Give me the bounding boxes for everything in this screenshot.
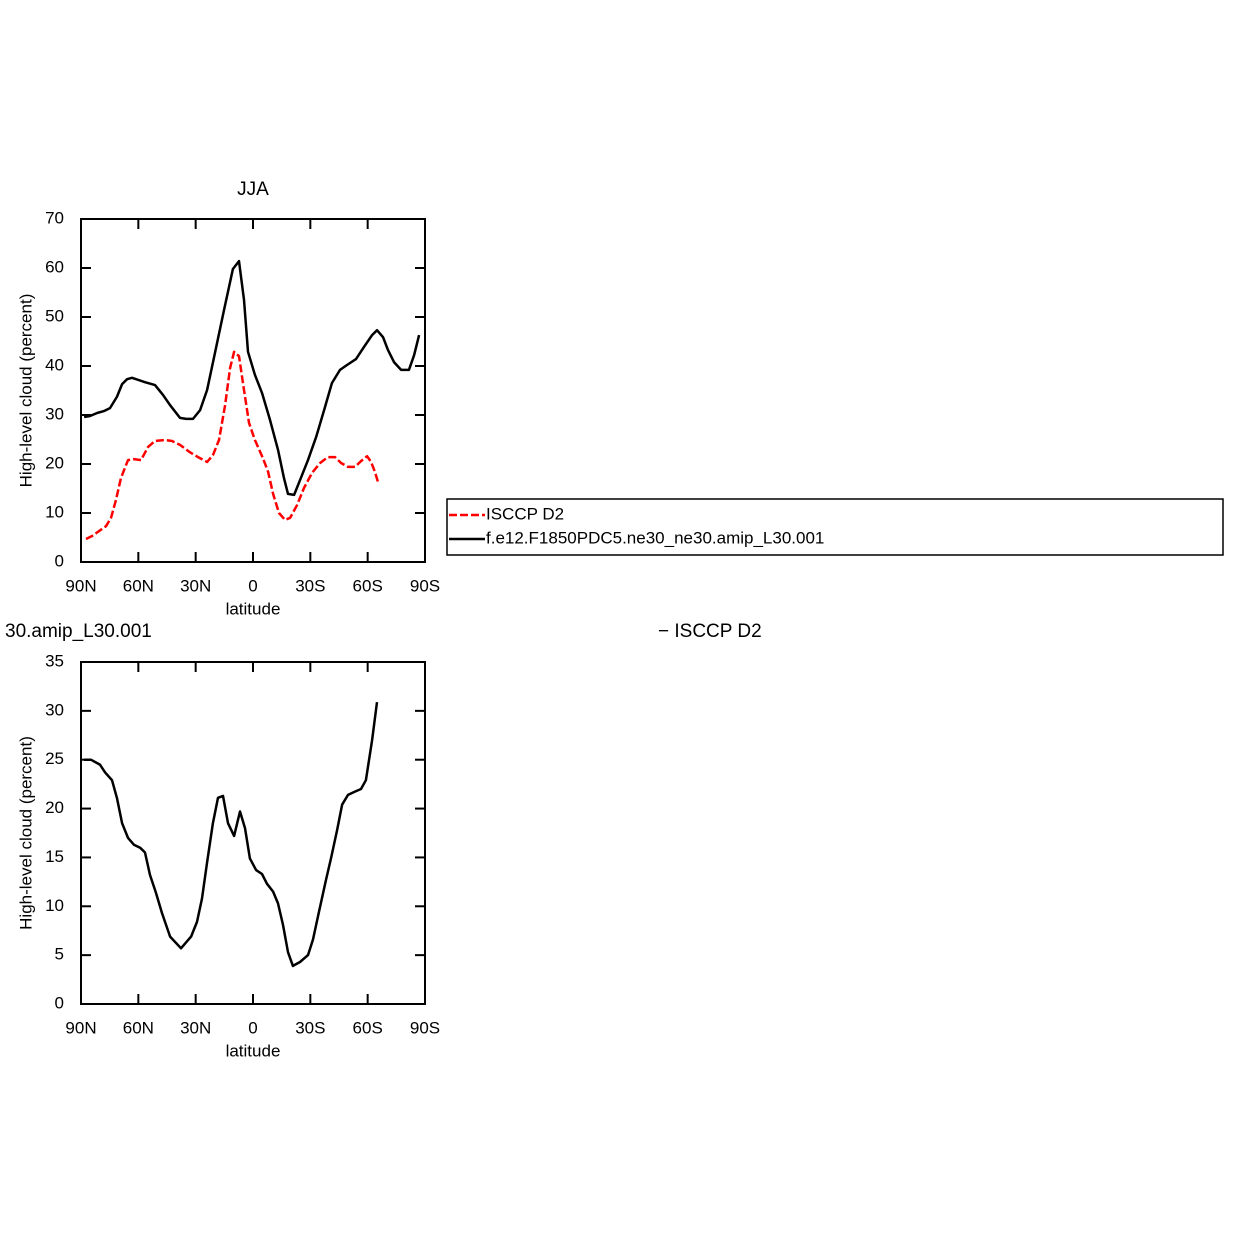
x-tick-label: 60S <box>353 1018 383 1037</box>
plot-frame <box>80 661 426 1005</box>
x-tick-label: 60N <box>123 576 154 595</box>
y-tick-label: 60 <box>45 257 64 276</box>
x-axis-label: latitude <box>226 1041 281 1060</box>
y-tick-label: 30 <box>45 404 64 423</box>
chart-title-right: − ISCCP D2 <box>658 621 762 642</box>
x-tick-label: 90N <box>65 1018 96 1037</box>
data-line <box>84 701 379 968</box>
x-tick-label: 0 <box>248 576 257 595</box>
y-tick-label: 0 <box>55 551 64 570</box>
y-tick-label: 20 <box>45 453 64 472</box>
y-tick-label: 20 <box>45 798 64 817</box>
x-axis-label: latitude <box>226 599 281 618</box>
y-tick-label: 15 <box>45 847 64 866</box>
chart-title: JJA <box>237 179 269 200</box>
x-tick-label: 90S <box>410 576 440 595</box>
x-tick-label: 90S <box>410 1018 440 1037</box>
y-axis-label: High-level cloud (percent) <box>16 294 35 488</box>
y-tick-label: 10 <box>45 896 64 915</box>
y-tick-label: 50 <box>45 306 64 325</box>
y-tick-label: 35 <box>45 651 64 670</box>
y-axis-label: High-level cloud (percent) <box>16 736 35 930</box>
chart-title: 30.amip_L30.001 <box>5 621 152 642</box>
x-tick-label: 60S <box>353 576 383 595</box>
x-tick-label: 0 <box>248 1018 257 1037</box>
legend-box <box>446 498 1224 556</box>
legend-label: f.e12.F1850PDC5.ne30_ne30.amip_L30.001 <box>486 528 824 547</box>
x-tick-label: 30S <box>295 576 325 595</box>
x-tick-label: 30S <box>295 1018 325 1037</box>
x-tick-label: 30N <box>180 576 211 595</box>
data-line <box>83 259 421 497</box>
y-tick-label: 40 <box>45 355 64 374</box>
x-tick-label: 60N <box>123 1018 154 1037</box>
y-tick-label: 5 <box>55 945 64 964</box>
x-tick-label: 30N <box>180 1018 211 1037</box>
y-tick-label: 0 <box>55 993 64 1012</box>
y-tick-label: 30 <box>45 700 64 719</box>
data-line <box>85 350 380 541</box>
legend-label: ISCCP D2 <box>486 504 564 523</box>
y-tick-label: 70 <box>45 208 64 227</box>
y-tick-label: 10 <box>45 502 64 521</box>
y-tick-label: 25 <box>45 749 64 768</box>
plot-frame <box>80 218 426 563</box>
x-tick-label: 90N <box>65 576 96 595</box>
